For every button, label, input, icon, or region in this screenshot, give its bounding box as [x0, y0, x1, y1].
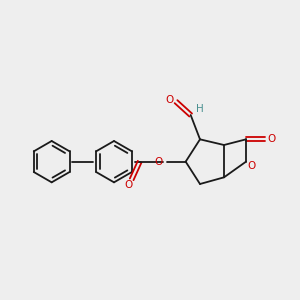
Text: O: O: [267, 134, 275, 144]
Text: O: O: [125, 180, 133, 190]
Text: H: H: [196, 104, 204, 114]
Text: O: O: [154, 157, 163, 167]
Text: O: O: [166, 95, 174, 105]
Text: O: O: [248, 161, 256, 171]
